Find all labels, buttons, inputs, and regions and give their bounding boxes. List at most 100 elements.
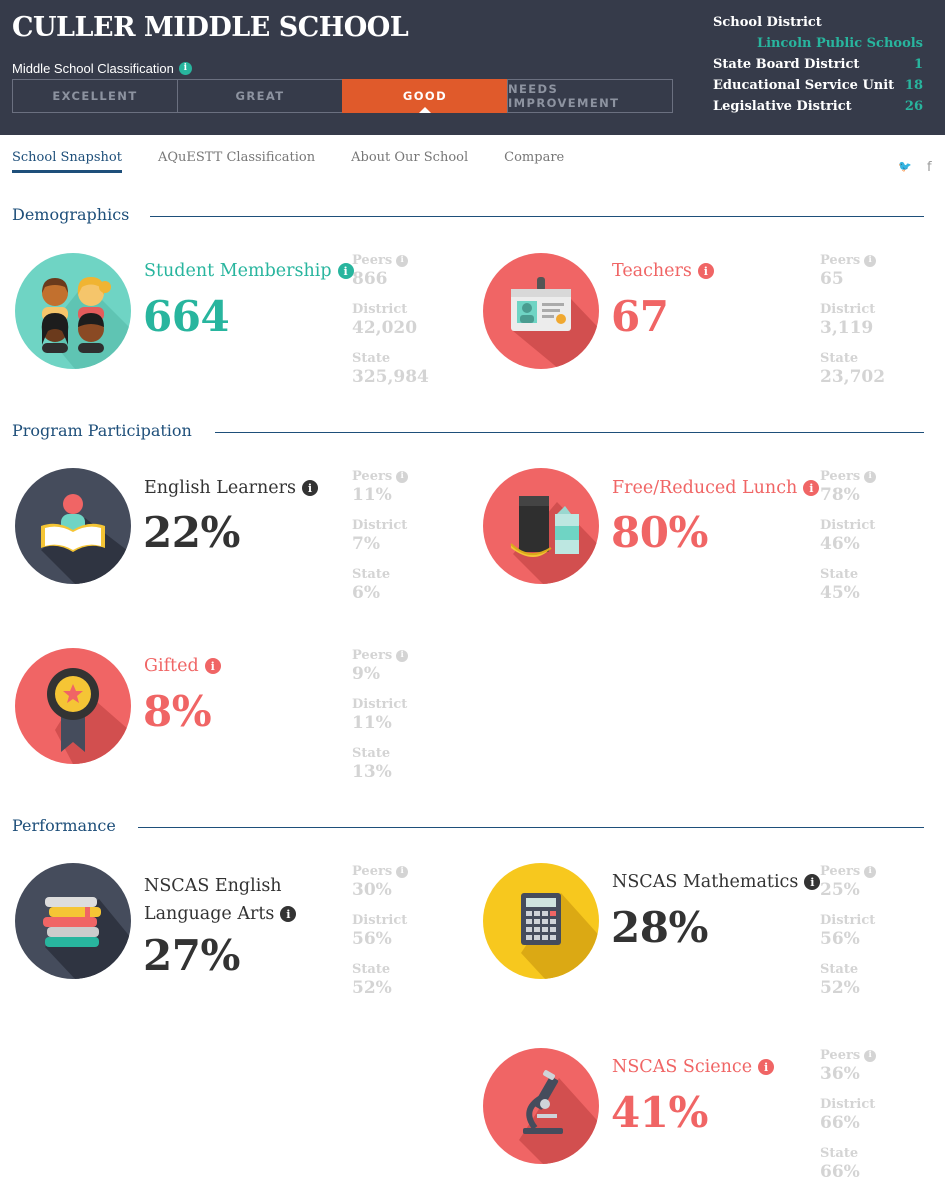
district-label: District — [352, 697, 408, 712]
district-value: 66% — [820, 1113, 860, 1133]
student-membership-value: 664 — [143, 292, 230, 341]
nscas-math-comparison: Peers i 25% District 56% State 52% — [820, 863, 877, 1010]
info-icon[interactable]: i — [302, 480, 319, 496]
info-icon[interactable]: i — [803, 480, 820, 496]
info-icon[interactable]: i — [864, 865, 877, 878]
peers-label: Peers — [820, 253, 861, 268]
student-membership-label-text: Student Membership — [144, 261, 332, 281]
info-icon[interactable]: i — [396, 865, 409, 878]
state-label: State — [352, 962, 391, 977]
state-value: 52% — [820, 978, 860, 998]
classification-label-text: Middle School Classification — [12, 61, 174, 76]
district-value: 3,119 — [820, 318, 874, 338]
info-icon[interactable]: i — [864, 1049, 877, 1062]
section-divider — [215, 432, 924, 433]
tab-compare[interactable]: Compare — [504, 150, 565, 165]
reader-book-icon — [15, 468, 131, 584]
info-icon[interactable]: i — [337, 263, 354, 279]
peers-value: 11% — [352, 485, 392, 505]
microscope-icon — [483, 1048, 599, 1164]
students-icon — [15, 253, 131, 369]
district-label: District — [352, 518, 408, 533]
school-header: CULLER MIDDLE SCHOOL Middle School Class… — [0, 0, 945, 135]
info-icon[interactable]: i — [396, 254, 409, 267]
nscas-ela-value: 27% — [143, 931, 240, 980]
school-district-label: School District — [713, 15, 822, 30]
district-value: 42,020 — [352, 318, 418, 338]
info-icon[interactable]: i — [396, 470, 409, 483]
calculator-icon — [483, 863, 599, 979]
school-district-row: School District — [713, 14, 923, 35]
peers-label: Peers — [352, 253, 393, 268]
state-value: 66% — [820, 1162, 860, 1182]
teachers-label-text: Teachers — [612, 261, 692, 281]
peers-label: Peers — [352, 864, 393, 879]
esu-value: 18 — [904, 78, 923, 93]
info-icon[interactable]: i — [280, 906, 297, 922]
state-label: State — [820, 351, 859, 366]
district-label: District — [820, 1097, 876, 1112]
tab-school-snapshot[interactable]: School Snapshot — [12, 150, 122, 173]
teachers-comparison: Peers i 65 District 3,119 State 23,702 — [820, 252, 885, 399]
section-divider — [138, 827, 924, 828]
state-value: 23,702 — [820, 367, 886, 387]
info-icon[interactable]: i — [804, 874, 821, 890]
peers-value: 25% — [820, 880, 860, 900]
district-info: School District Lincoln Public Schools S… — [713, 14, 923, 119]
free-reduced-lunch-value: 80% — [611, 508, 708, 557]
classification-excellent[interactable]: EXCELLENT — [12, 79, 178, 113]
award-ribbon-icon — [15, 648, 131, 764]
classification-scale: EXCELLENT GREAT GOOD NEEDS IMPROVEMENT — [12, 79, 676, 113]
peers-label: Peers — [820, 864, 861, 879]
legislative-district-value: 26 — [904, 99, 923, 114]
english-learners-value: 22% — [143, 508, 240, 557]
legislative-district-label: Legislative District — [713, 99, 852, 114]
tab-aquestt-classification[interactable]: AQuESTT Classification — [157, 150, 316, 165]
info-icon[interactable]: i — [864, 254, 877, 267]
school-name: CULLER MIDDLE SCHOOL — [12, 12, 409, 43]
section-title: Program Participation — [12, 421, 192, 440]
state-label: State — [820, 962, 859, 977]
section-title: Demographics — [12, 205, 130, 224]
twitter-icon[interactable]: 🐦 — [898, 160, 912, 173]
district-value: 46% — [820, 534, 860, 554]
info-icon[interactable]: i — [758, 1059, 775, 1075]
state-board-district-value: 1 — [913, 57, 923, 72]
state-board-district-label: State Board District — [713, 57, 860, 72]
info-icon[interactable]: i — [178, 62, 192, 75]
state-label: State — [352, 746, 391, 761]
school-district-value[interactable]: Lincoln Public Schools — [756, 36, 923, 51]
free-reduced-lunch-label: Free/Reduced Lunch i — [612, 478, 820, 498]
gifted-label-text: Gifted — [144, 656, 199, 676]
gifted-label: Gifted i — [144, 656, 221, 676]
nscas-math-label: NSCAS Mathematics i — [612, 872, 821, 892]
district-label: District — [820, 302, 876, 317]
info-icon[interactable]: i — [396, 649, 409, 662]
section-program-participation: Program Participation — [12, 421, 192, 440]
info-icon[interactable]: i — [697, 263, 714, 279]
district-value: 56% — [820, 929, 860, 949]
teachers-value: 67 — [611, 292, 669, 341]
classification-good[interactable]: GOOD — [342, 79, 508, 113]
district-value: 56% — [352, 929, 392, 949]
peers-label: Peers — [352, 648, 393, 663]
peers-label: Peers — [352, 469, 393, 484]
nscas-math-label-text: NSCAS Mathematics — [612, 872, 799, 892]
info-icon[interactable]: i — [864, 470, 877, 483]
classification-great[interactable]: GREAT — [177, 79, 343, 113]
gifted-value: 8% — [143, 687, 212, 736]
district-label: District — [352, 302, 408, 317]
section-divider — [150, 216, 924, 217]
free-reduced-lunch-comparison: Peers i 78% District 46% State 45% — [820, 468, 877, 615]
student-membership-label: Student Membership i — [144, 261, 354, 281]
peers-value: 9% — [352, 664, 380, 684]
section-demographics: Demographics — [12, 205, 129, 224]
tab-about-our-school[interactable]: About Our School — [351, 150, 469, 165]
classification-needs-improvement[interactable]: NEEDS IMPROVEMENT — [507, 79, 673, 113]
state-label: State — [820, 567, 859, 582]
peers-label: Peers — [820, 469, 861, 484]
district-label: District — [820, 913, 876, 928]
info-icon[interactable]: i — [204, 658, 221, 674]
nscas-ela-label-line1: NSCAS English — [144, 876, 282, 896]
facebook-icon[interactable]: f — [927, 160, 932, 175]
